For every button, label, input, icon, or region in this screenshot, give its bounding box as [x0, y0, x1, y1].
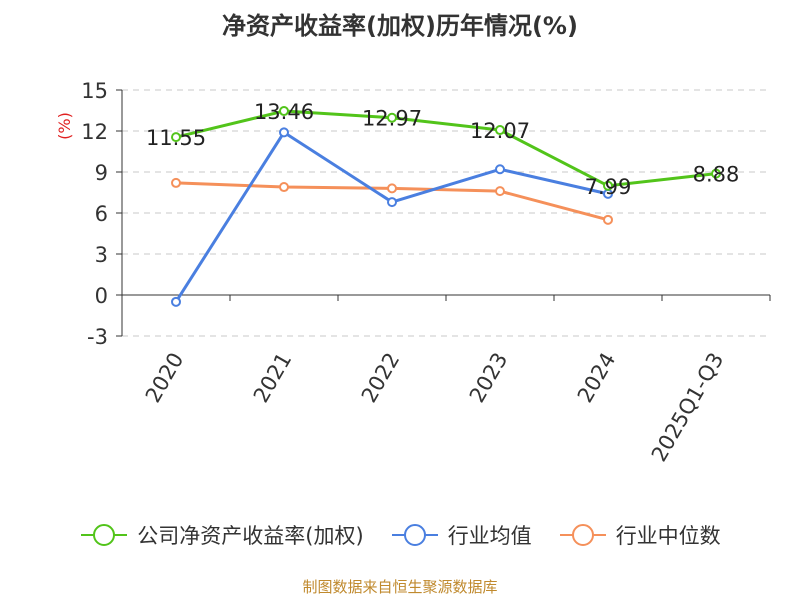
x-tick-label: 2022: [357, 349, 405, 407]
data-point: [495, 164, 505, 175]
data-point: [603, 214, 613, 225]
source-note: 制图数据来自恒生聚源数据库: [302, 578, 498, 596]
data-point: [171, 296, 181, 307]
y-tick-label: 15: [81, 79, 108, 103]
data-point: [171, 132, 181, 143]
data-label: 12.97: [362, 107, 422, 131]
y-axis-label: (%): [55, 112, 74, 140]
data-label: 12.07: [470, 119, 530, 143]
x-tick-label: 2024: [573, 349, 621, 407]
x-tick-label: 2021: [249, 349, 297, 407]
data-point: [279, 182, 289, 193]
y-tick-label: 6: [95, 202, 108, 226]
y-tick-label: 0: [95, 284, 108, 308]
data-point: [603, 180, 613, 191]
x-tick-label: 2020: [141, 349, 189, 407]
chart-legend: 公司净资产收益率(加权) 行业均值 行业中位数: [0, 520, 800, 550]
legend-swatch-icon: [391, 524, 438, 546]
y-tick-label: -3: [87, 325, 108, 349]
data-point: [711, 168, 721, 179]
y-tick-label: 12: [81, 120, 108, 144]
y-tick-label: 3: [95, 243, 108, 267]
y-tick-label: 9: [95, 161, 108, 185]
legend-item: 行业均值: [390, 520, 532, 550]
x-tick-label: 2023: [465, 349, 513, 407]
data-label: 13.46: [254, 100, 314, 124]
data-point: [279, 106, 289, 117]
data-label: 11.55: [146, 126, 206, 150]
series-line: [175, 109, 717, 188]
legend-item: 公司净资产收益率(加权): [79, 520, 364, 550]
data-point: [387, 183, 397, 194]
legend-swatch-icon: [559, 524, 606, 546]
legend-label: 行业中位数: [615, 524, 721, 548]
legend-item: 行业中位数: [558, 520, 721, 550]
data-point: [495, 186, 505, 197]
data-label: 8.88: [693, 163, 740, 187]
series-line: [174, 130, 609, 303]
data-point: [279, 127, 289, 138]
data-label: 7.99: [585, 175, 632, 199]
data-point: [495, 125, 505, 136]
legend-label: 行业均值: [447, 524, 532, 548]
data-point: [171, 177, 181, 188]
legend-label: 公司净资产收益率(加权): [137, 524, 364, 548]
data-point: [387, 112, 397, 123]
x-tick-label: 2025Q1-Q3: [647, 349, 729, 466]
legend-swatch-icon: [81, 524, 128, 546]
chart-title: 净资产收益率(加权)历年情况(%): [222, 12, 578, 40]
data-point: [387, 197, 397, 208]
